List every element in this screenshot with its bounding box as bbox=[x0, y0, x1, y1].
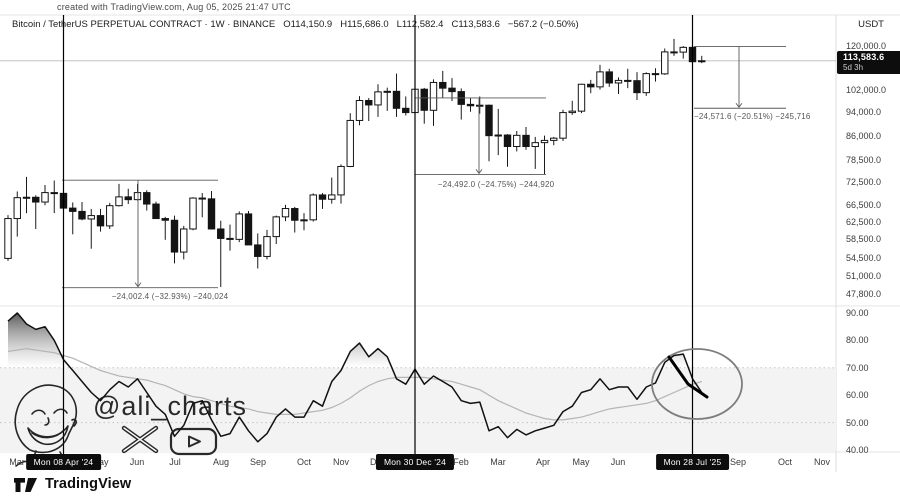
rsi-tick: 90.00 bbox=[846, 308, 869, 318]
date-badge: Mon 28 Jul '25 bbox=[655, 454, 730, 470]
month-label: Mar bbox=[490, 457, 506, 467]
created-with-caption: created with TradingView.com, Aug 05, 20… bbox=[57, 2, 291, 12]
ohlc-close: C113,583.6 bbox=[451, 19, 500, 30]
price-tick: 62,500.0 bbox=[846, 216, 882, 227]
month-label: Jun bbox=[610, 457, 626, 467]
rsi-overbought-fill bbox=[8, 313, 689, 368]
measure-label-3: −24,571.6 (−20.51%) −245,716 bbox=[694, 112, 811, 121]
month-label: Mar bbox=[9, 457, 25, 467]
measure-label-1: −24,002.4 (−32.93%) −240,024 bbox=[111, 292, 229, 301]
price-tick: 72,500.0 bbox=[846, 176, 882, 187]
month-label: May bbox=[572, 457, 590, 467]
rsi-tick: 80.00 bbox=[846, 335, 869, 346]
price-axis[interactable]: 113,583.6 5d 3h 120,000.0 102,000.0 94,000… bbox=[836, 0, 900, 500]
symbol-header[interactable]: Bitcoin / TetherUS PERPETUAL CONTRACT · … bbox=[12, 19, 579, 30]
month-label: Feb bbox=[453, 457, 469, 467]
symbol-title[interactable]: Bitcoin / TetherUS PERPETUAL CONTRACT · … bbox=[12, 19, 276, 30]
date-badge: Mon 30 Dec '24 bbox=[375, 454, 455, 470]
month-label: Sep bbox=[729, 457, 747, 467]
price-tick: 58,500.0 bbox=[846, 234, 882, 245]
price-tick: 66,500.0 bbox=[846, 199, 882, 210]
rsi-tick: 40.00 bbox=[846, 445, 869, 455]
price-tick: 120,000.0 bbox=[846, 41, 887, 51]
ohlc-low: L112,582.4 bbox=[396, 19, 444, 30]
month-label: Aug bbox=[212, 457, 230, 467]
ohlc-high: H115,686.0 bbox=[340, 19, 389, 30]
last-price-value: 113,583.6 bbox=[843, 52, 885, 62]
measure-label-2: −24,492.0 (−24.75%) −244,920 bbox=[437, 180, 555, 189]
month-label: Oct bbox=[296, 457, 312, 467]
month-label: Nov bbox=[332, 457, 350, 467]
price-tick: 102,000.0 bbox=[846, 84, 887, 95]
watermark-handle: @ali_charts bbox=[93, 391, 247, 421]
ohlc-change: −567.2 (−0.50%) bbox=[507, 19, 579, 30]
price-tick: 47,800.0 bbox=[846, 288, 882, 299]
month-label: Apr bbox=[535, 457, 551, 467]
rsi-line bbox=[7, 312, 703, 443]
tradingview-logo-text: TradingView bbox=[45, 476, 132, 492]
tradingview-branding[interactable]: TradingView bbox=[14, 476, 131, 492]
rsi-tick: 50.00 bbox=[846, 417, 869, 428]
price-tick: 86,000.0 bbox=[846, 130, 882, 141]
date-crosshair-lines bbox=[62, 15, 694, 455]
last-price-badge: 113,583.6 5d 3h bbox=[837, 51, 900, 74]
date-badge: Mon 08 Apr '24 bbox=[25, 454, 102, 470]
month-label: Nov bbox=[813, 457, 831, 467]
currency-label[interactable]: USDT bbox=[858, 19, 884, 30]
month-label: Oct bbox=[777, 457, 793, 467]
price-tick: 78,500.0 bbox=[846, 155, 882, 166]
rsi-tick: 70.00 bbox=[846, 362, 869, 373]
ohlc-open: O114,150.9 bbox=[283, 19, 333, 30]
price-tick: 54,500.0 bbox=[846, 253, 882, 264]
candlestick-series bbox=[4, 38, 706, 288]
month-label: Jun bbox=[129, 457, 145, 467]
price-range-measurements[interactable] bbox=[62, 46, 786, 289]
time-axis[interactable]: MarMayJunJulAugSepOctNovDecFebMarAprMayJ… bbox=[0, 452, 836, 474]
bar-countdown: 5d 3h bbox=[843, 63, 864, 72]
price-tick: 94,000.0 bbox=[846, 106, 882, 117]
rsi-tick: 60.00 bbox=[846, 390, 869, 401]
rsi-ma-line bbox=[7, 347, 702, 421]
youtube-logo-icon bbox=[169, 427, 218, 456]
price-tick: 51,000.0 bbox=[846, 271, 882, 282]
tradingview-logo-icon[interactable] bbox=[14, 478, 37, 492]
month-label: Jul bbox=[169, 457, 181, 467]
month-label: Sep bbox=[249, 457, 267, 467]
rsi-breakdown-annotation[interactable] bbox=[651, 348, 743, 420]
x-logo-icon bbox=[121, 425, 159, 454]
